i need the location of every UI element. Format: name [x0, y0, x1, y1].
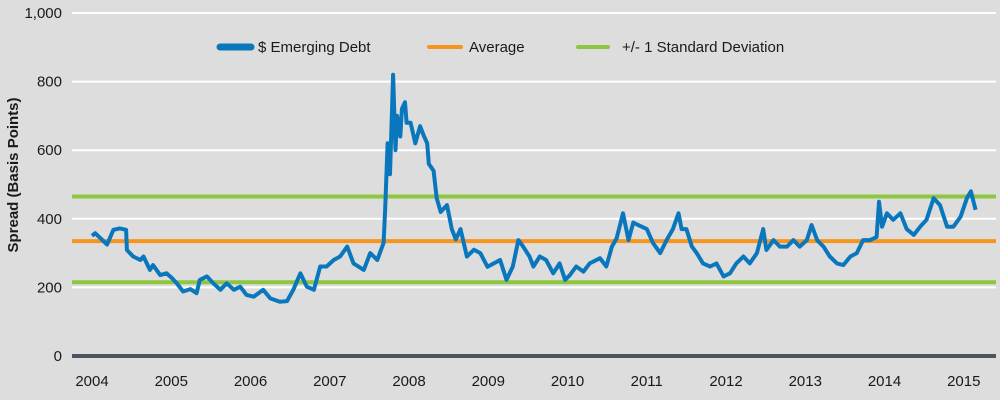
y-tick-label: 1,000 — [24, 5, 62, 22]
y-tick-label: 800 — [37, 74, 62, 91]
x-tick-label: 2004 — [75, 373, 108, 390]
x-tick-label: 2015 — [947, 373, 980, 390]
x-tick-label: 2008 — [392, 373, 425, 390]
y-tick-label: 200 — [37, 279, 62, 296]
x-tick-label: 2012 — [709, 373, 742, 390]
x-tick-label: 2014 — [868, 373, 901, 390]
y-axis-ticks: 0 200 400 600 800 1,000 — [24, 5, 62, 365]
x-tick-label: 2005 — [155, 373, 188, 390]
x-tick-label: 2007 — [313, 373, 346, 390]
x-tick-label: 2011 — [631, 373, 663, 390]
reference-lines — [72, 194, 996, 285]
x-tick-label: 2010 — [551, 373, 584, 390]
x-axis-ticks: 2004 2005 2006 2007 2008 2009 2010 2011 2012 2013… — [75, 373, 980, 390]
series-line-emerging-debt — [90, 72, 978, 304]
x-tick-label: 2013 — [789, 373, 822, 390]
legend-label-emerging-debt: $ Emerging Debt — [258, 39, 371, 56]
x-tick-label: 2006 — [234, 373, 267, 390]
y-tick-label: 600 — [37, 142, 62, 159]
y-tick-label: 400 — [37, 211, 62, 228]
legend: $ Emerging Debt Average +/- 1 Standard D… — [216, 39, 784, 56]
legend-label-average: Average — [469, 39, 525, 56]
y-axis-label: Spread (Basis Points) — [5, 97, 22, 252]
gridlines — [72, 12, 996, 289]
x-tick-label: 2009 — [472, 373, 505, 390]
legend-label-std-dev: +/- 1 Standard Deviation — [622, 39, 784, 56]
y-tick-label: 0 — [54, 348, 62, 365]
